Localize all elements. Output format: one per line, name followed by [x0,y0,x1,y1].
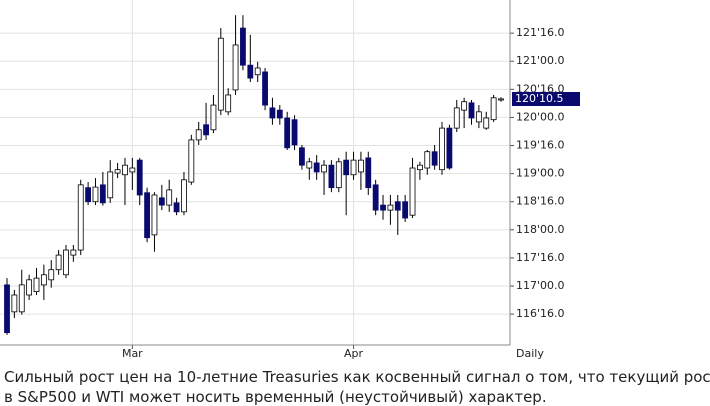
candle-body [365,157,372,189]
candle-body [166,189,173,206]
candle-body [99,184,106,204]
candle-body [55,254,62,271]
period-label: Daily [516,347,544,360]
candle-body [490,97,497,121]
candle-body [475,111,482,123]
y-tick-label: 121'16.0 [516,26,565,39]
candle-body [262,71,268,106]
candle-body [136,159,143,196]
candle-body [453,107,460,129]
candle-body [63,249,69,276]
candle-body [129,167,136,173]
y-tick-label: 117'16.0 [516,251,565,264]
candle-body [122,164,128,176]
candle-body [107,171,114,199]
candle-body [26,279,33,296]
price-marker [512,91,580,106]
candle-body [92,186,99,203]
candle-body [11,294,18,313]
candle-body [269,107,276,119]
candle-body [313,162,320,173]
candle-body [247,64,254,79]
y-tick-label: 117'00.0 [516,279,565,292]
candle-body [321,164,327,173]
candle-body [291,119,298,146]
candle-body [48,269,55,281]
candle-body [217,37,224,111]
candle-body [394,201,401,211]
candle-body [416,164,423,171]
candle-body [203,124,209,136]
candle-body [446,127,453,169]
candle-body [85,187,92,203]
candle-body [299,147,305,166]
y-tick-label: 118'00.0 [516,223,565,236]
candle-body [335,161,342,189]
price-marker-label: 120'10.5 [515,92,564,105]
candle-body [70,249,77,256]
candle-body [225,94,232,113]
chart: Daily 116'16.0 117'00.0 117'16.0 118'00.0 11… [0,0,580,360]
x-tick-label: Mar [122,347,143,360]
candle-body [343,159,350,176]
candle-body [498,98,504,101]
candle-body [173,202,180,213]
candle-body [181,179,187,213]
candle-body [232,44,239,91]
candle-body [240,27,246,66]
candle-body [151,194,158,236]
candle-body [4,284,10,334]
candle-body [424,151,431,169]
x-tick-label: Apr [344,347,364,360]
candle-body [483,117,490,129]
y-tick-label: 116'16.0 [516,307,565,320]
candle-body [158,197,165,206]
candle-body [439,127,445,171]
candle-body [40,274,47,286]
candle-body [114,169,121,174]
y-tick-label: 121'00.0 [516,54,565,67]
candle-body [468,102,475,119]
candle-body [144,192,150,239]
caption-line: в S&P500 и WTI может носить временный (н… [4,388,547,406]
candle-body [33,277,40,293]
candle-body [254,67,261,76]
candle-body [195,129,202,141]
y-tick-label: 118'16.0 [516,195,565,208]
candle-body [328,164,335,189]
candle-body [409,167,416,216]
candle-body [77,184,84,251]
candle-body [387,204,394,211]
candle-body [431,151,438,166]
caption-line: Сильный рост цен на 10-летние Treasuries… [4,368,710,386]
candle-body [284,117,291,149]
candle-body [350,159,357,176]
y-tick-label: 119'00.0 [516,167,565,180]
candle-body [276,109,283,119]
candle-body [461,101,468,111]
candle-body [18,284,25,313]
y-tick-label: 119'16.0 [516,139,565,152]
candle-body [372,184,379,211]
y-tick-label: 120'00.0 [516,110,565,123]
candle-body [358,159,364,173]
candle-body [210,104,217,131]
candle-body [306,161,313,169]
candle-body [188,139,195,183]
candle-body [402,201,409,219]
candle-body [380,204,386,211]
